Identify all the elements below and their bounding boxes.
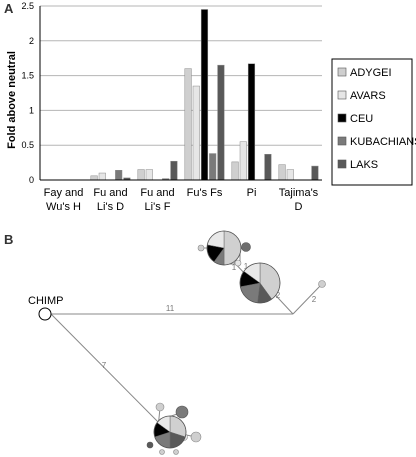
x-category-labels: Fay and Wu's H Fu and Li's D Fu and Li's F Fu'…	[44, 187, 319, 213]
y-tick-label: 2	[29, 36, 34, 46]
x-category-label: Fay and	[44, 187, 84, 199]
branch-label-diag: 7	[102, 361, 107, 370]
bar	[200, 9, 209, 181]
branch-label-n3: 1	[244, 262, 249, 271]
y-tick-label: 1.5	[21, 71, 34, 81]
bar	[264, 153, 272, 181]
legend-label: KUBACHIANS	[350, 136, 416, 148]
tip-node	[234, 259, 242, 267]
y-tick-label: 1	[29, 105, 34, 115]
legend-label: LAKS	[350, 159, 378, 171]
branch-label-right: 2	[312, 295, 317, 304]
panel-a-label: A	[4, 1, 14, 16]
haplotype-node	[239, 262, 281, 304]
bar	[170, 160, 178, 181]
bar	[137, 169, 145, 181]
bar	[278, 164, 286, 181]
edge-diag	[50, 313, 169, 433]
tip-node	[173, 449, 179, 455]
x-category-label: Fu's Fs	[187, 187, 223, 199]
x-category-label: D	[295, 201, 303, 213]
branch-label-n4: 1	[232, 263, 237, 272]
y-axis-label: Fold above neutral	[6, 51, 18, 149]
branch-label-main: 11	[166, 304, 175, 313]
x-category-label: Li's D	[97, 201, 124, 213]
y-tick-labels: 0 0.5 1 1.5 2 2.5	[21, 1, 34, 185]
legend-swatch	[337, 67, 347, 77]
legend: ADYGEI AVARS CEU KUBACHIANS LAKS	[337, 67, 416, 171]
legend-swatch	[337, 113, 347, 123]
tip-node	[175, 405, 189, 419]
branch-label-small: 2	[276, 291, 281, 300]
legend-swatch	[337, 159, 347, 169]
bar	[286, 169, 294, 181]
panel-b-label: B	[4, 232, 13, 247]
y-tick-label: 0	[29, 175, 34, 185]
bars	[90, 9, 319, 181]
tip-node	[241, 242, 251, 252]
legend-swatch	[337, 90, 347, 100]
x-category-label: Fu and	[140, 187, 174, 199]
legend-label: AVARS	[350, 90, 386, 102]
root-node-chimp	[38, 307, 52, 321]
bar	[145, 169, 153, 181]
legend-label: CEU	[350, 113, 373, 125]
legend-swatch	[337, 136, 347, 146]
x-category-label: Wu's H	[46, 201, 81, 213]
haplotype-node	[206, 230, 242, 266]
legend-label: ADYGEI	[350, 67, 392, 79]
haplotype-pies	[153, 230, 281, 449]
tip-node	[159, 449, 165, 455]
y-tick-label: 0.5	[21, 140, 34, 150]
bar	[217, 64, 225, 181]
bar	[115, 170, 123, 181]
tip-node	[197, 244, 205, 252]
x-category-label: Li's F	[145, 201, 171, 213]
x-category-label: Fu and	[93, 187, 127, 199]
bar	[247, 63, 256, 181]
haplotype-node	[153, 415, 187, 449]
tip-node	[146, 441, 154, 449]
edge-right-tip	[292, 284, 322, 315]
root-label: CHIMP	[28, 295, 63, 307]
x-category-label: Tajima's	[279, 187, 319, 199]
tip-node	[318, 280, 326, 288]
bar	[90, 175, 98, 181]
bar	[192, 85, 200, 181]
bar	[239, 141, 247, 181]
tip-node	[155, 402, 165, 412]
bar	[231, 161, 239, 181]
y-tick-label: 2.5	[21, 1, 34, 11]
gridlines	[40, 5, 322, 146]
bar	[184, 68, 192, 181]
bar	[209, 153, 217, 181]
bar	[98, 172, 106, 181]
tip-node	[190, 431, 202, 443]
bar	[311, 165, 319, 181]
x-category-label: Pi	[247, 187, 257, 199]
